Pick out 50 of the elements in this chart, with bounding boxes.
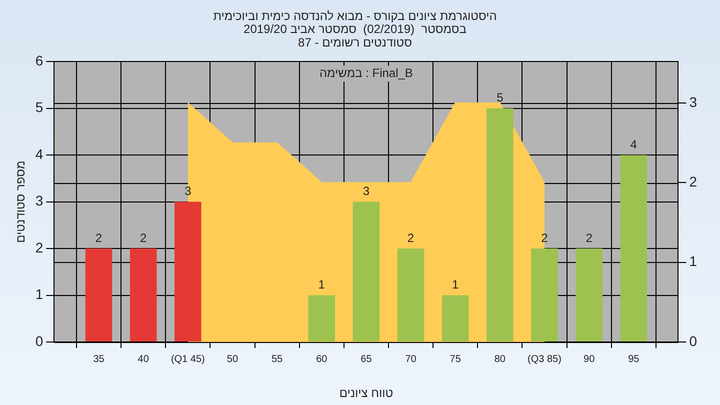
data-label: 1 [318,278,326,292]
x-tick-label: 80 [494,354,506,365]
data-label: 2 [407,230,414,245]
bar [308,295,335,342]
y-tick-label: 3 [35,192,44,209]
x-tick-label: 95 [628,354,640,365]
data-label: 3 [362,184,370,198]
bar [486,108,514,342]
x-tick-label: 65 [360,354,372,365]
bar [130,248,157,342]
data-label: 5 [496,90,504,105]
x-tick-label: 55 [271,354,284,365]
annotation: במשימה : Final_B [319,66,413,80]
y-tick-label: 1 [35,286,44,302]
x-tick-label: 50 [226,354,238,365]
data-label: 2 [586,230,593,245]
x-tick-label: (Q3 85) [528,354,562,365]
bar [352,202,380,342]
data-label: 3 [184,184,192,198]
chart-title: היסטוגרמת ציונים בקורס - מבוא להנדסה כימית וביוכימית בסמסטר (02/2019) סמסטר אביב 2019/20 סטודנטים רשומים - 87 [213,8,497,50]
y-tick-label: 0 [35,332,44,349]
y-tick-label: 4 [35,146,44,162]
x-tick-label: 70 [405,354,417,365]
bar [442,295,469,342]
bar [576,248,602,342]
x-tick-label: 75 [450,354,462,365]
data-label: 2 [95,230,102,245]
x-tick-label: (Q1 45) [170,354,205,365]
bar [174,202,202,342]
y-tick-label: 2 [35,239,44,256]
data-label: 2 [541,230,548,245]
bar [85,248,112,342]
y2-tick-label: 0 [689,332,698,349]
y-tick-label: 6 [35,52,44,68]
data-label: 1 [452,278,460,292]
x-axis-title: טווח ציונים [339,386,394,400]
x-tick-label: 90 [584,354,596,365]
bar [397,248,424,342]
data-label: 4 [630,137,638,152]
y2-tick-label: 2 [689,174,698,190]
y2-tick-label: 1 [689,253,698,270]
y-axis-title: מספר סטודנטים [14,160,28,243]
y-tick-label: 5 [35,99,44,116]
bar [531,248,558,342]
x-tick-label: 60 [316,354,328,365]
x-tick-label: 40 [138,354,150,365]
bar [620,155,648,342]
y2-tick-label: 3 [689,94,698,110]
x-tick-label: 35 [93,354,105,365]
data-label: 2 [140,230,147,245]
